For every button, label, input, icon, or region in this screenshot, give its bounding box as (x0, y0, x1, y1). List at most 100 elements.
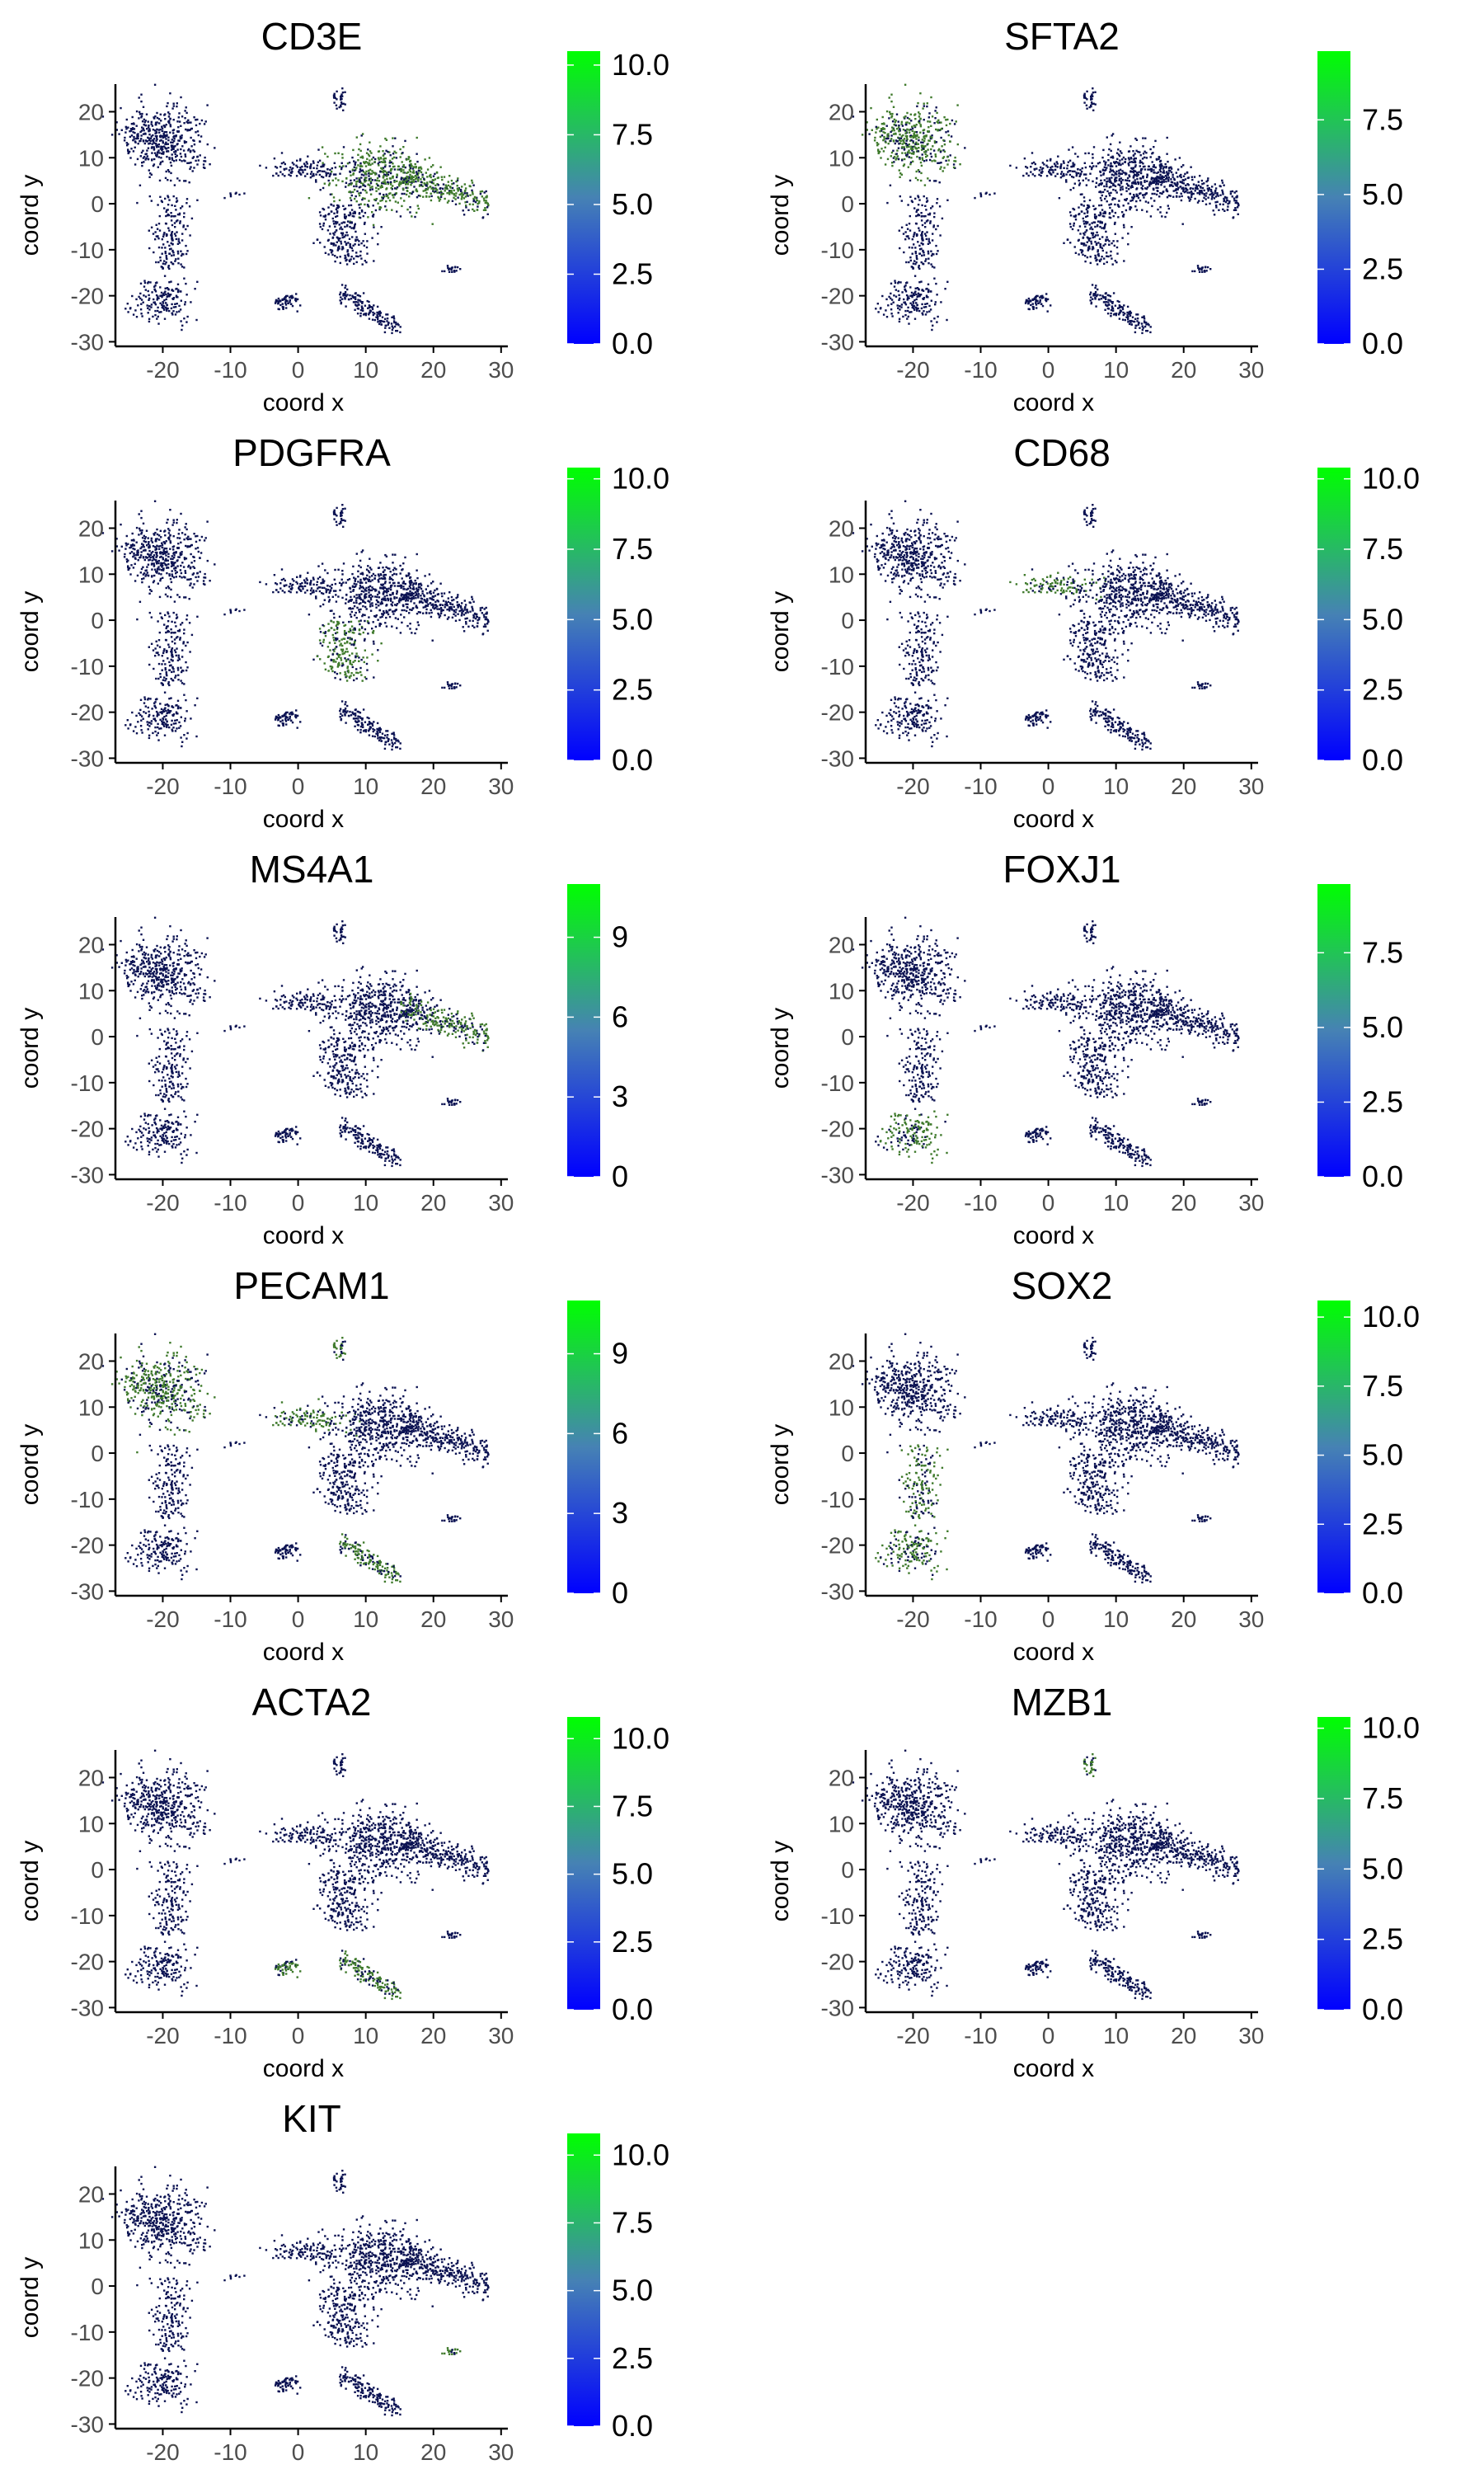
cell-point (155, 261, 157, 264)
cell-point (928, 289, 930, 291)
cell-point (1190, 190, 1193, 193)
cell-point (348, 183, 350, 186)
cell-point (188, 162, 190, 164)
cell-point (178, 112, 181, 115)
cell-point (371, 186, 373, 188)
cell-point (186, 641, 189, 644)
cell-point (1145, 157, 1148, 159)
cell-point (125, 534, 128, 538)
cell-point (901, 125, 904, 127)
cell-point (1075, 173, 1078, 176)
cell-point (383, 157, 386, 160)
cell-point (1131, 170, 1134, 173)
cell-point (1145, 321, 1148, 324)
cell-point (1118, 177, 1121, 181)
cell-point (425, 172, 427, 174)
cell-point (336, 98, 338, 101)
cell-point (175, 209, 177, 211)
cell-point (337, 152, 340, 154)
cell-point (1209, 268, 1212, 270)
cell-point (1092, 153, 1094, 156)
cell-point (1036, 294, 1039, 298)
cell-point (1068, 211, 1072, 214)
cell-point (1110, 162, 1112, 165)
cell-point (325, 174, 327, 177)
cell-point (912, 302, 915, 304)
cell-point (1040, 166, 1042, 169)
cell-point (1219, 185, 1222, 188)
cell-point (406, 178, 408, 181)
cell-point (190, 301, 192, 303)
cell-point (325, 172, 327, 174)
cell-point (379, 171, 382, 173)
cell-point (417, 176, 420, 179)
cell-point (143, 572, 146, 575)
cell-point (894, 142, 896, 145)
cell-point (393, 194, 396, 196)
cell-point (175, 654, 177, 657)
cell-point (412, 176, 415, 178)
cell-point (308, 197, 311, 200)
cell-point (918, 158, 921, 161)
cell-point (184, 720, 186, 722)
cell-point (157, 739, 160, 741)
cell-point (382, 181, 384, 183)
cell-point (1129, 157, 1132, 159)
cell-point (158, 152, 161, 154)
cell-point (342, 146, 345, 148)
cell-point (162, 576, 164, 579)
cell-point (947, 159, 950, 162)
cell-point (143, 161, 145, 163)
cell-point (402, 164, 405, 167)
cell-point (1118, 154, 1121, 158)
cell-point (1148, 183, 1151, 186)
cell-point (915, 293, 918, 296)
cell-point (334, 96, 336, 100)
cell-point (190, 121, 192, 124)
cell-point (915, 234, 918, 238)
cell-point (386, 177, 388, 181)
cell-point (144, 295, 148, 298)
cell-point (192, 566, 195, 568)
cell-point (920, 261, 923, 264)
cell-point (175, 294, 178, 297)
cell-point (1135, 172, 1139, 174)
cell-point (174, 676, 176, 679)
cell-point (158, 311, 161, 313)
cell-point (157, 315, 159, 318)
cell-point (355, 301, 358, 303)
cell-point (1072, 164, 1074, 167)
cell-point (1085, 104, 1088, 106)
cell-point (160, 120, 162, 122)
cell-point (1144, 181, 1146, 183)
cell-point (913, 136, 916, 139)
cell-point (192, 572, 195, 575)
cell-point (176, 659, 180, 661)
cell-point (890, 130, 892, 134)
cell-point (342, 294, 345, 297)
cell-point (472, 184, 475, 186)
cell-point (150, 200, 153, 202)
cell-point (384, 205, 387, 208)
cell-point (1161, 215, 1163, 218)
cell-point (392, 162, 394, 165)
cell-point (387, 196, 390, 200)
cell-point (172, 306, 176, 308)
cell-point (1228, 200, 1231, 203)
cell-point (1161, 180, 1163, 183)
cell-point (368, 179, 370, 181)
cell-point (913, 232, 916, 234)
cell-point (165, 714, 167, 717)
cell-point (1095, 242, 1098, 245)
cell-point (172, 668, 175, 670)
cell-point (127, 143, 129, 145)
cell-point (923, 254, 926, 256)
cell-point (409, 173, 411, 176)
cell-point (1111, 301, 1114, 303)
cell-point (406, 176, 409, 179)
cell-point (153, 568, 157, 571)
cell-point (291, 304, 294, 308)
cell-point (1094, 91, 1097, 93)
cell-point (172, 576, 176, 579)
cell-point (923, 102, 925, 105)
